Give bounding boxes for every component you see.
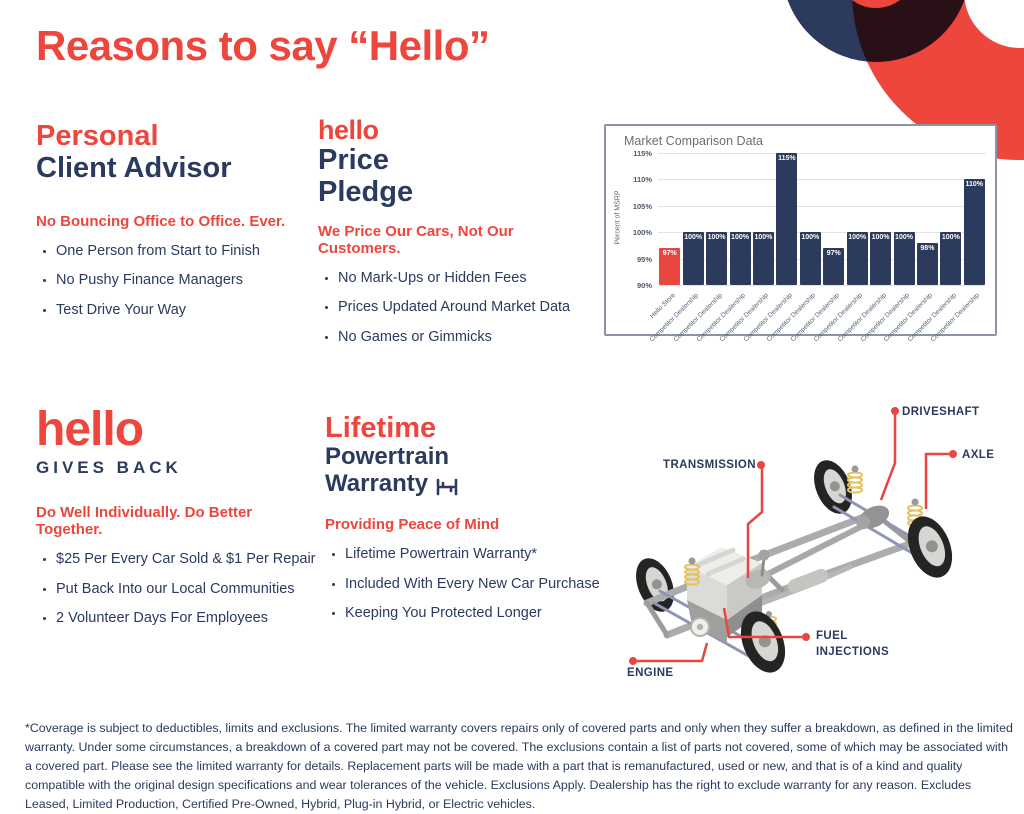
- bar-value-label: 97%: [826, 250, 841, 258]
- front-right-wheel: [740, 611, 786, 673]
- bullet-item: Included With Every New Car Purchase: [345, 576, 617, 592]
- bar-competitor: 110%: [963, 179, 985, 285]
- rear-right-wheel: [907, 516, 953, 578]
- bar-competitor: 100%: [893, 232, 915, 285]
- label-driveshaft: DRIVESHAFT: [902, 406, 980, 418]
- bar-competitor: 100%: [752, 232, 774, 285]
- label-transmission: TRANSMISSION: [663, 459, 756, 471]
- advisor-heading-navy: Client Advisor: [36, 152, 232, 185]
- transmission-bell: [745, 569, 771, 589]
- bar-value-label: 100%: [684, 234, 703, 242]
- bullet-item: Lifetime Powertrain Warranty*: [345, 546, 617, 562]
- advisor-bullet-list: One Person from Start to Finish No Pushy…: [36, 243, 308, 318]
- bar-value-label: 100%: [848, 234, 867, 242]
- bullet-item: No Games or Gimmicks: [338, 329, 600, 345]
- bar-competitor: 100%: [706, 232, 728, 285]
- gives-back-subhead: Do Well Individually. Do Better Together…: [36, 504, 253, 538]
- muffler: [787, 568, 829, 594]
- advisor-subhead: No Bouncing Office to Office. Ever.: [36, 212, 286, 230]
- warranty-heading-line3: Warranty: [325, 470, 429, 498]
- bar-competitor: 100%: [799, 232, 821, 285]
- label-axle: AXLE: [962, 449, 995, 461]
- shifter-knob: [758, 549, 770, 561]
- section-lifetime-warranty: Lifetime Powertrain Warranty Providing P…: [325, 412, 617, 635]
- chart-y-axis-label: Percent of MSRP: [614, 190, 622, 245]
- bullet-item: One Person from Start to Finish: [56, 243, 308, 259]
- callout-lines: [637, 414, 949, 663]
- label-fuel-injections: FUEL INJECTIONS: [816, 630, 890, 658]
- chart-gridline: [658, 179, 986, 181]
- chart-y-tick: 90%: [636, 281, 652, 290]
- bar-value-label: 100%: [754, 234, 773, 242]
- bullet-item: $25 Per Every Car Sold & $1 Per Repair: [56, 551, 322, 567]
- bullet-item: Prices Updated Around Market Data: [338, 299, 600, 315]
- front-left-wheel: [636, 558, 674, 612]
- price-bullet-list: No Mark-Ups or Hidden Fees Prices Update…: [318, 270, 600, 345]
- drivetrain-icon: [436, 478, 458, 496]
- bullet-item: No Pushy Finance Managers: [56, 272, 308, 288]
- bar-competitor: 100%: [682, 232, 704, 285]
- shock-tops: [688, 465, 919, 617]
- warranty-heading-line2: Powertrain: [325, 443, 450, 471]
- bar-value-label: 115%: [778, 155, 796, 162]
- bar-competitor: 115%: [776, 153, 798, 285]
- bar-competitor: 100%: [870, 232, 892, 285]
- bar-value-label: 100%: [801, 234, 820, 242]
- price-heading-line1: Price: [318, 144, 389, 176]
- gives-back-heading: GIVES BACK: [36, 458, 182, 477]
- section-gives-back: hello GIVES BACK Do Well Individually. D…: [36, 406, 322, 640]
- section-price-pledge: hello Price Pledge We Price Our Cars, No…: [318, 117, 600, 358]
- chart-y-tick: 110%: [633, 175, 652, 185]
- bar-competitor: 97%: [823, 248, 845, 285]
- page-title: Reasons to say “Hello”: [36, 22, 490, 69]
- chart-gridline: [658, 153, 986, 154]
- legal-disclaimer: *Coverage is subject to deductibles, lim…: [25, 721, 1013, 811]
- hello-logo-small: hello: [318, 115, 379, 145]
- bar-value-label: 98%: [920, 244, 935, 252]
- bar-value-label: 100%: [871, 234, 890, 242]
- bar-value-label: 110%: [965, 181, 984, 189]
- bar-value-label: 100%: [731, 234, 749, 242]
- bar-value-label: 100%: [941, 234, 960, 242]
- callout-dots: [629, 407, 957, 665]
- chart-gridline: [658, 258, 986, 260]
- bar-competitor: 100%: [729, 232, 751, 285]
- red-ring: [852, 0, 1024, 160]
- differential: [856, 505, 890, 530]
- label-engine: ENGINE: [627, 667, 674, 679]
- chart-y-tick: 100%: [632, 228, 652, 238]
- chart-gridline: [658, 205, 986, 207]
- chart-title: Market Comparison Data: [624, 134, 763, 148]
- bar-competitor: 100%: [940, 232, 962, 285]
- advisor-heading-red: Personal: [36, 120, 159, 152]
- chart-y-tick: 115%: [633, 149, 652, 158]
- bullet-item: No Mark-Ups or Hidden Fees: [338, 270, 600, 286]
- bullet-item: Test Drive Your Way: [56, 302, 308, 318]
- brand-rings-decoration: [787, 0, 1024, 160]
- section-personal-client-advisor: Personal Client Advisor No Bouncing Offi…: [36, 120, 308, 331]
- bar-value-label: 100%: [895, 234, 913, 242]
- bullet-item: Put Back Into our Local Communities: [56, 581, 322, 597]
- bar-competitor: 100%: [846, 232, 868, 285]
- market-comparison-chart: Market Comparison Data Percent of MSRP 9…: [604, 124, 997, 343]
- chart-gridline: [658, 285, 986, 286]
- hello-logo-large: hello: [36, 403, 144, 456]
- chart-y-tick: 95%: [636, 254, 652, 264]
- chart-y-tick: 105%: [632, 201, 652, 211]
- bullet-item: Keeping You Protected Longer: [345, 605, 617, 621]
- warranty-heading-red: Lifetime: [325, 412, 437, 444]
- chart-gridline: [658, 232, 986, 234]
- bar-competitor: 98%: [916, 242, 938, 285]
- bar-value-label: 100%: [707, 234, 726, 242]
- price-subhead: We Price Our Cars, Not Our Customers.: [318, 222, 514, 257]
- price-heading-line2: Pledge: [318, 176, 414, 209]
- warranty-subhead: Providing Peace of Mind: [325, 516, 500, 534]
- bar-hello-store: 97%: [659, 248, 681, 285]
- warranty-bullet-list: Lifetime Powertrain Warranty* Included W…: [325, 546, 617, 621]
- gives-back-bullet-list: $25 Per Every Car Sold & $1 Per Repair P…: [36, 551, 322, 626]
- bullet-item: 2 Volunteer Days For Employees: [56, 610, 322, 626]
- bar-value-label: 97%: [662, 250, 677, 258]
- chassis-illustration: [629, 407, 957, 673]
